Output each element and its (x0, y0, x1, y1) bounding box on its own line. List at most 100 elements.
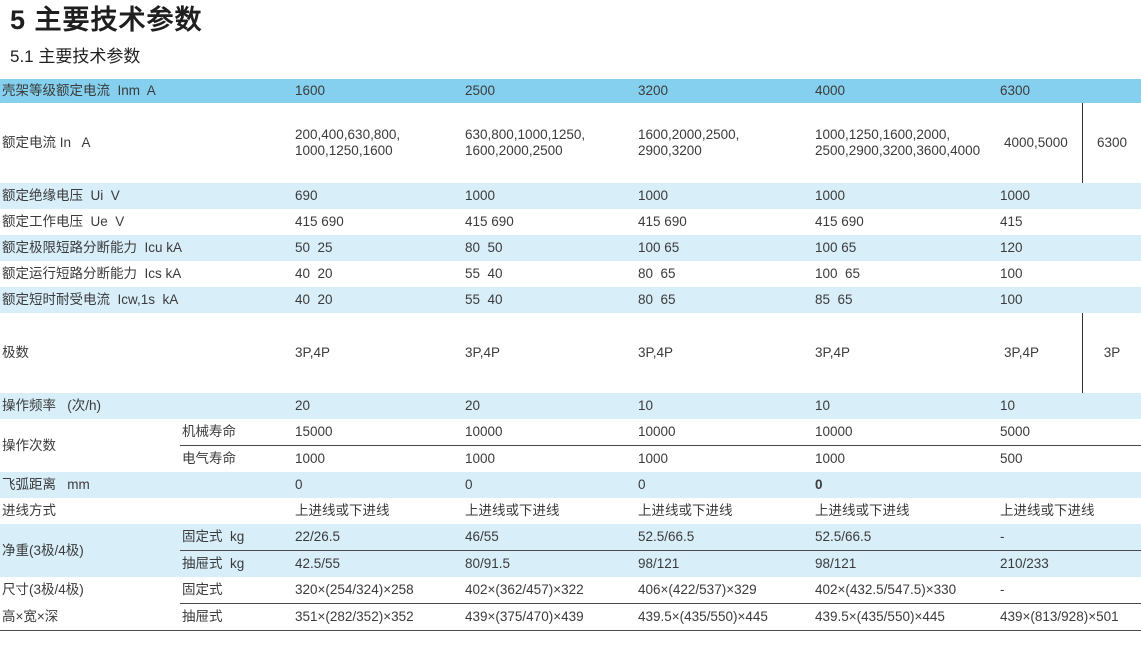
sub-label: 固定式 kg (182, 529, 245, 544)
cell: 80 65 (638, 292, 676, 307)
cell: 439.5×(435/550)×445 (813, 603, 998, 631)
cell: 上进线或下进线 (638, 503, 733, 518)
sub-label: 固定式 (182, 582, 223, 597)
cell: 上进线或下进线 (815, 503, 910, 518)
cell: 10000 (815, 424, 853, 439)
cell: 上进线或下进线 (295, 503, 390, 518)
cell: 3P,4P (465, 345, 501, 360)
cell: 1000 (465, 188, 496, 203)
cell: 1000 (293, 445, 463, 472)
row-elec-life: 电气寿命 1000 1000 1000 1000 500 (0, 445, 1141, 472)
row-icw: 额定短时耐受电流 Icw,1s kA 40 20 55 40 80 65 85 … (0, 287, 1141, 313)
cell: 320×(254/324)×258 (295, 582, 414, 597)
row-ui: 额定绝缘电压 Ui V 690 1000 1000 1000 1000 (0, 183, 1141, 209)
row-size-drawer: 高×宽×深 抽屉式 351×(282/352)×352 439×(375/470… (0, 603, 1141, 631)
cell-1600: 1600 (295, 83, 326, 98)
cell: 85 65 (815, 292, 853, 307)
cell: 415 690 (295, 214, 344, 229)
spec-table: 壳架等级额定电流 Inm A 1600 2500 3200 4000 6300 … (0, 79, 1141, 631)
cell: 406×(422/537)×329 (638, 582, 757, 597)
cell: 52.5/66.5 (815, 529, 872, 544)
cell: 630,800,1000,1250, 1600,2000,2500 (465, 127, 586, 158)
sub-label: 抽屉式 (180, 603, 293, 631)
param-label: 进线方式 (2, 503, 56, 518)
cell: 100 65 (638, 240, 680, 255)
cell: 690 (295, 188, 318, 203)
cell: 10000 (465, 424, 503, 439)
cell: 439×(813/928)×501 (998, 603, 1141, 631)
cell: 100 (1000, 266, 1023, 281)
cell: 5000 (1000, 424, 1031, 439)
cell: 10000 (638, 424, 676, 439)
sub-label: 机械寿命 (182, 424, 236, 439)
cell-value: 4000,5000 (1004, 135, 1068, 150)
cell: 50 25 (295, 240, 333, 255)
param-label: 操作频率 (次/h) (2, 398, 102, 413)
cell: 351×(282/352)×352 (293, 603, 463, 631)
cell: 0 (638, 477, 646, 492)
cell: 98/121 (813, 550, 998, 577)
param-label: 额定电流 In A (2, 135, 91, 150)
param-label: 净重(3极/4极) (2, 542, 84, 558)
cell: 上进线或下进线 (465, 503, 560, 518)
param-label: 额定极限短路分断能力 Icu kA (2, 240, 183, 255)
cell: 80 65 (638, 266, 676, 281)
cell-4000: 4000 (815, 83, 846, 98)
param-label: 高×宽×深 (0, 603, 180, 631)
cell: 3P,4P (638, 345, 674, 360)
row-ue: 额定工作电压 Ue V 415 690 415 690 415 690 415 … (0, 209, 1141, 235)
cell: - (1000, 529, 1005, 544)
cell: 1000,1250,1600,2000, 2500,2900,3200,3600… (815, 127, 981, 158)
cell: 1000 (638, 188, 669, 203)
cell: 1600,2000,2500, 2900,3200 (638, 127, 740, 158)
cell: 40 20 (295, 266, 333, 281)
cell: 1000 (1000, 188, 1031, 203)
param-label: 极数 (2, 345, 29, 360)
cell: 210/233 (998, 550, 1141, 577)
cell: 15000 (295, 424, 333, 439)
cell: 55 40 (465, 266, 503, 281)
cell: 100 (1000, 292, 1023, 307)
cell-3200: 3200 (638, 83, 669, 98)
row-frame-current: 壳架等级额定电流 Inm A 1600 2500 3200 4000 6300 (0, 79, 1141, 103)
cell: 80/91.5 (463, 550, 636, 577)
cell-value: 3P,4P (1004, 345, 1040, 360)
cell: 3P,4P (815, 345, 851, 360)
cell-value: 3P (1082, 313, 1141, 393)
cell: 1000 (463, 445, 636, 472)
cell: 1000 (636, 445, 813, 472)
row-mech-life: 操作次数 机械寿命 15000 10000 10000 10000 5000 (0, 419, 1141, 453)
cell: 10 (1000, 398, 1016, 413)
cell: 1000 (815, 188, 846, 203)
cell: 402×(432.5/547.5)×330 (815, 582, 957, 597)
cell: 40 20 (295, 292, 333, 307)
param-label: 飞弧距离 mm (2, 477, 90, 492)
cell: 46/55 (465, 529, 499, 544)
param-label: 壳架等级额定电流 Inm A (2, 83, 156, 98)
cell: 22/26.5 (295, 529, 341, 544)
cell: 120 (1000, 240, 1023, 255)
cell: 415 (1000, 214, 1023, 229)
cell-value: 6300 (1082, 103, 1141, 183)
document-page: 5 主要技术参数 5.1 主要技术参数 壳架等级额定电流 Inm A 1600 … (0, 4, 1141, 631)
cell: 200,400,630,800, 1000,1250,1600 (295, 127, 401, 158)
cell-split: 4000,5000 6300 (998, 103, 1141, 183)
cell (998, 472, 1141, 498)
param-label: 操作次数 (2, 437, 56, 453)
cell: 415 690 (815, 214, 864, 229)
cell: 10 (638, 398, 654, 413)
cell: 98/121 (636, 550, 813, 577)
cell: 42.5/55 (293, 550, 463, 577)
cell: 0 (465, 477, 473, 492)
cell: 402×(362/457)×322 (465, 582, 584, 597)
page-title: 5 主要技术参数 (10, 5, 203, 35)
row-weight-fixed: 净重(3极/4极) 固定式 kg 22/26.5 46/55 52.5/66.5… (0, 524, 1141, 558)
cell: 20 (465, 398, 481, 413)
cell: 52.5/66.5 (638, 529, 695, 544)
row-size-fixed: 尺寸(3极/4极) 固定式 320×(254/324)×258 402×(362… (0, 577, 1141, 604)
row-icu: 额定极限短路分断能力 Icu kA 50 25 80 50 100 65 100… (0, 235, 1141, 261)
sub-label: 电气寿命 (180, 445, 293, 472)
row-rated-current: 额定电流 In A 200,400,630,800, 1000,1250,160… (0, 103, 1141, 183)
sub-label: 抽屉式 kg (180, 550, 293, 577)
cell: 80 50 (465, 240, 503, 255)
